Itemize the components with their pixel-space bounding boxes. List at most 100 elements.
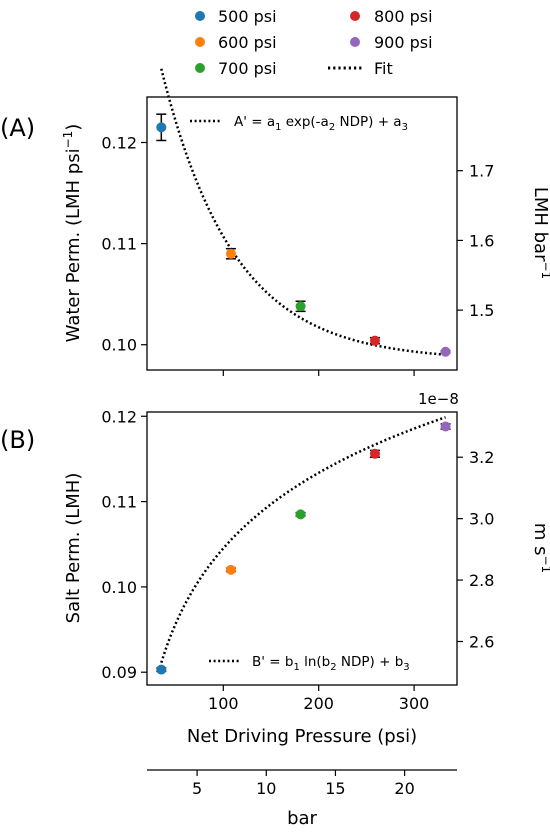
fit-eq-sub: 2 — [329, 122, 335, 133]
data-point — [295, 300, 306, 313]
data-point — [369, 448, 380, 459]
point-marker — [369, 335, 380, 346]
plot-frame — [146, 96, 458, 371]
data-point — [156, 113, 167, 142]
fit-legend: B' = b1 ln(b2 NDP) + b3 — [209, 654, 410, 673]
legend-label: 600 psi — [218, 33, 277, 52]
legend-marker — [350, 37, 360, 47]
y2-axis-title-main: LMH bar — [530, 187, 550, 262]
y2-axis-title: m s−1 — [530, 523, 550, 573]
series-marks — [156, 68, 451, 357]
y2-axis-title-sup: −1 — [539, 261, 550, 279]
point-marker — [156, 664, 167, 675]
fit-legend: A' = a1 exp(-a2 NDP) + a3 — [190, 114, 408, 133]
x-axis-title: Net Driving Pressure (psi) — [187, 726, 417, 747]
fit-curve — [160, 68, 446, 356]
axis-ticks: 0.10 0.11 0.12 1.5 1.6 1.7 — [101, 134, 494, 376]
y-tick-label: 0.09 — [101, 663, 137, 682]
legend-marker — [195, 11, 205, 21]
data-point — [369, 335, 380, 346]
y2-axis-title-sup: −1 — [539, 555, 550, 573]
y2-tick-label: 1.5 — [469, 301, 494, 320]
y-axis-title-end: ) — [63, 124, 84, 131]
fit-eq-part: ln(b — [300, 654, 330, 670]
y-axis-title-main: Water Perm. (LMH psi — [63, 148, 84, 342]
x-tick-label: 100 — [208, 694, 239, 713]
data-point — [440, 346, 451, 357]
axis-ticks: 5 10 15 20 — [192, 770, 415, 798]
y-tick-label: 0.12 — [101, 134, 137, 153]
x-tick-label: 300 — [399, 694, 430, 713]
legend-marker — [195, 37, 205, 47]
point-marker — [156, 122, 167, 133]
legend-label: 700 psi — [218, 59, 277, 78]
secondary-x-tick-label: 5 — [192, 779, 202, 798]
fit-eq-sub: 3 — [402, 122, 408, 133]
y2-offset-label: 1e−8 — [418, 390, 459, 408]
legend: 500 psi 600 psi 700 psi 800 psi 900 psi … — [195, 7, 433, 78]
fit-eq-part: A' = a — [234, 114, 275, 130]
legend-entry-500-psi: 500 psi — [195, 7, 277, 26]
fit-eq-sub: 2 — [330, 662, 336, 673]
legend-label: 800 psi — [374, 7, 433, 26]
data-point — [225, 564, 236, 575]
legend-label: 900 psi — [374, 33, 433, 52]
y2-tick-label: 3.2 — [469, 448, 494, 467]
fit-equation: B' = b1 ln(b2 NDP) + b3 — [252, 654, 410, 673]
y2-tick-label: 3.0 — [469, 510, 494, 529]
data-point — [440, 421, 451, 432]
fit-eq-part: B' = b — [252, 654, 293, 670]
y-tick-label: 0.11 — [101, 493, 137, 512]
y-axis-title: Salt Perm. (LMH) — [63, 473, 84, 624]
fit-curve — [160, 416, 446, 664]
fit-eq-sub: 1 — [293, 662, 299, 673]
y-axis-title-sup: −1 — [61, 131, 75, 149]
point-marker — [295, 509, 306, 520]
secondary-x-tick-label: 15 — [325, 779, 345, 798]
fit-eq-sub: 1 — [275, 122, 281, 133]
legend-entry-700-psi: 700 psi — [195, 59, 277, 78]
data-point — [295, 509, 306, 520]
fit-eq-part: exp(-a — [282, 114, 329, 130]
point-marker — [369, 448, 380, 459]
data-point — [225, 247, 236, 260]
secondary-x-axis: 5 10 15 20 bar — [147, 769, 457, 829]
y-tick-label: 0.11 — [101, 235, 137, 254]
point-marker — [225, 248, 236, 259]
y2-axis-title-main: m s — [530, 523, 550, 556]
data-point — [156, 664, 167, 675]
y-axis-title: Water Perm. (LMH psi−1) — [61, 124, 84, 343]
panel-label: (B) — [0, 426, 35, 454]
point-marker — [440, 421, 451, 432]
y2-tick-label: 2.6 — [469, 632, 494, 651]
y-tick-label: 0.10 — [101, 578, 137, 597]
axis-ticks: 100 200 300 0.09 0.10 0.11 0.12 2.6 2.8 3.0 3.2 — [101, 407, 494, 713]
fit-eq-part: NDP) + a — [335, 114, 401, 130]
legend-marker — [195, 63, 205, 73]
panel-a: (A) 0.10 0.11 0.12 1.5 1.6 1.7 A' = a1 exp(-a… — [0, 68, 550, 376]
x-tick-label: 200 — [303, 694, 334, 713]
y-tick-label: 0.12 — [101, 407, 137, 426]
legend-label: Fit — [374, 59, 393, 78]
legend-entry-fit: Fit — [328, 59, 393, 78]
point-marker — [295, 301, 306, 312]
plot-frame — [146, 411, 458, 686]
y2-tick-label: 1.6 — [469, 231, 494, 250]
fit-eq-part: NDP) + b — [337, 654, 404, 670]
legend-marker — [350, 11, 360, 21]
secondary-x-tick-label: 10 — [256, 779, 276, 798]
y-tick-label: 0.10 — [101, 336, 137, 355]
fit-eq-sub: 3 — [403, 662, 409, 673]
point-marker — [440, 346, 451, 357]
point-marker — [225, 564, 236, 575]
legend-entry-600-psi: 600 psi — [195, 33, 277, 52]
panel-label: (A) — [0, 114, 35, 142]
y2-tick-label: 1.7 — [469, 162, 494, 181]
fit-equation: A' = a1 exp(-a2 NDP) + a3 — [234, 114, 408, 133]
panel-b: (B) 1e−8 100 200 300 0.09 0.10 0.11 0.12 2.6 2.8… — [0, 390, 550, 747]
legend-entry-800-psi: 800 psi — [350, 7, 433, 26]
legend-label: 500 psi — [218, 7, 277, 26]
secondary-x-axis-title: bar — [287, 808, 317, 829]
y2-tick-label: 2.8 — [469, 571, 494, 590]
